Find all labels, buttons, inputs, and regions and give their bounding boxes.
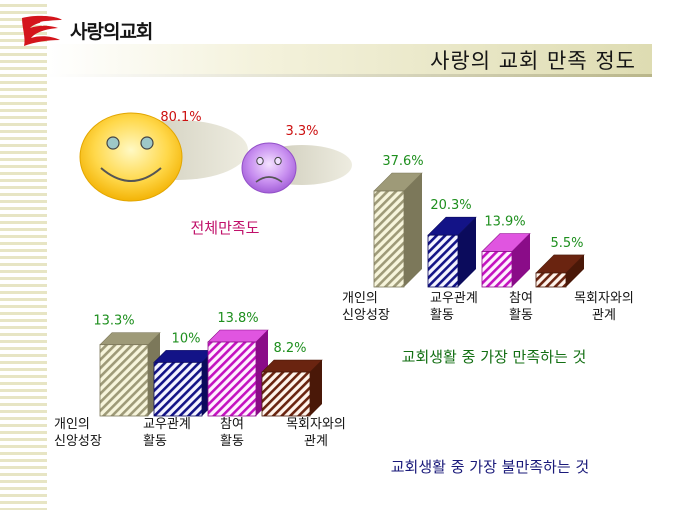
bar bbox=[261, 359, 323, 417]
overall-sad-percent: 3.3% bbox=[285, 124, 318, 139]
data-label: 10% bbox=[172, 331, 201, 346]
data-label: 20.3% bbox=[430, 198, 471, 213]
smiley-face-icon bbox=[79, 112, 183, 202]
bar-side-face bbox=[512, 233, 530, 287]
bar-front-face bbox=[153, 361, 203, 417]
category-label: 활동 bbox=[509, 308, 533, 323]
bar-front-face bbox=[481, 251, 513, 288]
category-label: 목회자와의 bbox=[574, 291, 634, 306]
data-label: 13.8% bbox=[217, 311, 258, 326]
bar bbox=[481, 233, 531, 288]
category-label: 활동 bbox=[430, 308, 454, 323]
bar bbox=[99, 332, 161, 417]
logo-text: 사랑의교회 bbox=[70, 21, 153, 43]
bar bbox=[427, 216, 477, 288]
bar-side-face bbox=[566, 254, 584, 287]
chart-caption: 교회생활 중 가장 불만족하는 것 bbox=[391, 458, 589, 476]
bar-front-face bbox=[535, 272, 567, 288]
sad-face-icon bbox=[241, 142, 297, 194]
category-label: 개인의 bbox=[54, 417, 90, 432]
category-label: 신앙성장 bbox=[54, 434, 102, 449]
overall-caption: 전체만족도 bbox=[190, 219, 259, 237]
category-label: 목회자와의 bbox=[286, 417, 346, 432]
data-label: 8.2% bbox=[273, 341, 306, 356]
bar-side-face bbox=[404, 173, 422, 287]
chart-caption: 교회생활 중 가장 만족하는 것 bbox=[402, 348, 587, 366]
overall-happy-percent: 80.1% bbox=[160, 110, 201, 125]
category-label: 활동 bbox=[143, 434, 167, 449]
bar-front-face bbox=[261, 371, 311, 417]
bar-front-face bbox=[427, 234, 459, 288]
data-label: 5.5% bbox=[550, 236, 583, 251]
bar-front-face bbox=[207, 341, 257, 417]
most-dissatisfied-chart: 13.3%개인의신앙성장10%교우관계활동13.8%참여활동8.2%목회자와의관… bbox=[54, 311, 589, 476]
bar bbox=[153, 350, 215, 417]
category-label: 교우관계 bbox=[430, 291, 478, 306]
category-label: 활동 bbox=[220, 434, 244, 449]
data-label: 37.6% bbox=[382, 154, 423, 169]
category-label: 개인의 bbox=[342, 291, 378, 306]
category-label: 관계 bbox=[304, 434, 328, 449]
bar-side-face bbox=[458, 217, 476, 287]
data-label: 13.9% bbox=[484, 215, 525, 230]
bar bbox=[207, 329, 269, 417]
title-bar bbox=[47, 44, 652, 74]
title-bar-shadow bbox=[47, 74, 652, 77]
decorative-stripes bbox=[0, 0, 47, 510]
bar bbox=[535, 254, 585, 288]
page-title: 사랑의 교회 만족 정도 bbox=[430, 49, 636, 73]
bar bbox=[373, 172, 423, 288]
category-label: 교우관계 bbox=[143, 417, 191, 432]
bar-front-face bbox=[99, 344, 149, 417]
church-logo-icon bbox=[22, 15, 62, 46]
category-label: 참여 bbox=[509, 291, 533, 306]
bar-side-face bbox=[310, 360, 322, 416]
category-label: 신앙성장 bbox=[342, 308, 390, 323]
category-label: 관계 bbox=[592, 308, 616, 323]
category-label: 참여 bbox=[220, 417, 244, 432]
data-label: 13.3% bbox=[93, 314, 134, 329]
bar-front-face bbox=[373, 190, 405, 288]
